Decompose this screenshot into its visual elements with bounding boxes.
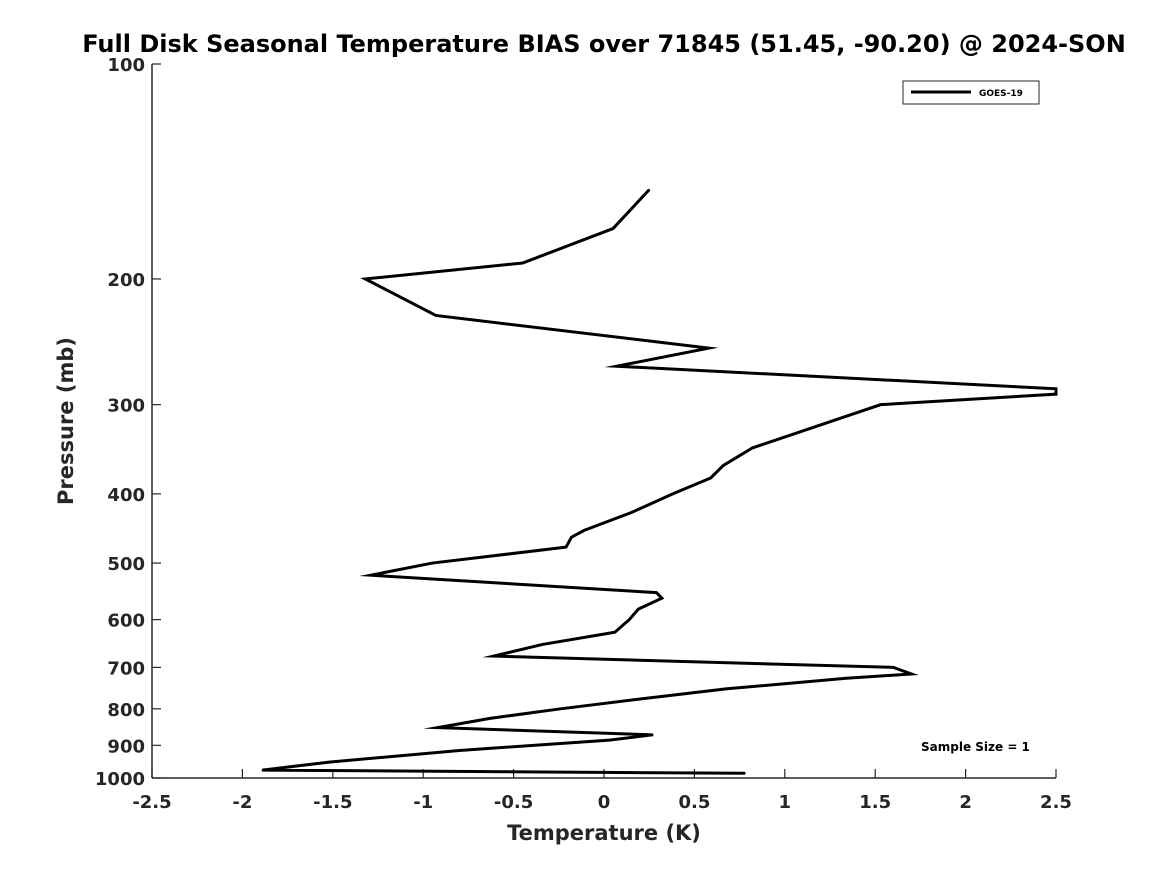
data-point — [261, 769, 264, 771]
y-tick-label: 400 — [107, 485, 145, 506]
y-tick-label: 500 — [107, 554, 145, 575]
data-point — [541, 643, 544, 646]
x-tick-label: 2 — [959, 792, 972, 813]
data-point — [521, 262, 524, 264]
y-tick-label: 800 — [107, 700, 145, 721]
y-tick-label: 100 — [107, 55, 145, 76]
data-point — [1055, 393, 1057, 395]
x-tick-label: -2 — [232, 792, 252, 813]
y-tick-label: 300 — [107, 396, 145, 417]
data-point — [583, 529, 585, 532]
data-point — [435, 314, 437, 317]
data-point — [648, 188, 650, 191]
data-point — [492, 655, 495, 657]
data-point — [559, 708, 562, 710]
data-point — [328, 761, 330, 763]
plot-area — [152, 64, 1056, 778]
data-point — [744, 772, 746, 775]
data-point — [489, 717, 491, 720]
data-point — [570, 536, 573, 539]
legend: GOES-19 — [902, 80, 1040, 105]
data-point — [565, 546, 567, 548]
y-axis-ticks: 100 200 300 400 500 600 700 800 900 1000 — [95, 55, 161, 790]
data-point — [614, 631, 616, 634]
data-point — [892, 666, 895, 669]
data-point — [726, 687, 728, 690]
data-point — [369, 574, 372, 577]
y-tick-label: 200 — [107, 270, 145, 291]
data-point — [436, 726, 439, 729]
data-point — [722, 464, 725, 467]
data-point — [628, 618, 631, 621]
x-tick-label: -0.5 — [494, 792, 533, 813]
data-point — [845, 677, 848, 680]
x-tick-label: 0.5 — [678, 792, 710, 813]
data-point — [639, 698, 641, 700]
x-axis-label: Temperature (K) — [507, 821, 701, 845]
data-point — [655, 591, 658, 594]
data-point — [652, 734, 654, 736]
data-point — [630, 511, 632, 514]
x-tick-label: 2.5 — [1040, 792, 1072, 813]
data-point — [879, 403, 882, 406]
x-tick-label: 1.5 — [859, 792, 891, 813]
data-point — [708, 347, 710, 349]
data-point — [910, 673, 913, 675]
x-tick-label: -1.5 — [313, 792, 352, 813]
data-point — [431, 562, 434, 564]
y-tick-label: 700 — [107, 658, 145, 679]
y-tick-label: 600 — [107, 611, 145, 632]
data-point — [671, 493, 674, 495]
data-point — [615, 365, 618, 368]
data-point — [709, 477, 712, 479]
data-point — [612, 227, 614, 230]
data-point — [751, 447, 754, 449]
x-tick-label: -1 — [413, 792, 433, 813]
data-point — [1055, 387, 1057, 390]
x-tick-label: 0 — [598, 792, 611, 813]
data-point — [661, 597, 663, 600]
data-point — [637, 608, 640, 610]
x-tick-label: -2.5 — [132, 792, 171, 813]
series-layer — [261, 188, 1058, 775]
y-tick-label: 1000 — [95, 769, 145, 790]
x-axis-ticks: -2.5 -2 -1.5 -1 -0.5 0 0.5 1 1.5 2 2.5 — [132, 769, 1072, 813]
data-point — [608, 739, 611, 741]
y-axis-label: Pressure (mb) — [54, 337, 78, 505]
data-point — [364, 278, 367, 280]
y-tick-label: 900 — [107, 736, 145, 757]
legend-entry-goes-19: GOES-19 — [979, 89, 1023, 99]
data-point — [458, 749, 461, 752]
x-tick-label: 1 — [779, 792, 792, 813]
chart-title: Full Disk Seasonal Temperature BIAS over… — [82, 30, 1126, 58]
sample-size-annotation: Sample Size = 1 — [921, 740, 1030, 754]
